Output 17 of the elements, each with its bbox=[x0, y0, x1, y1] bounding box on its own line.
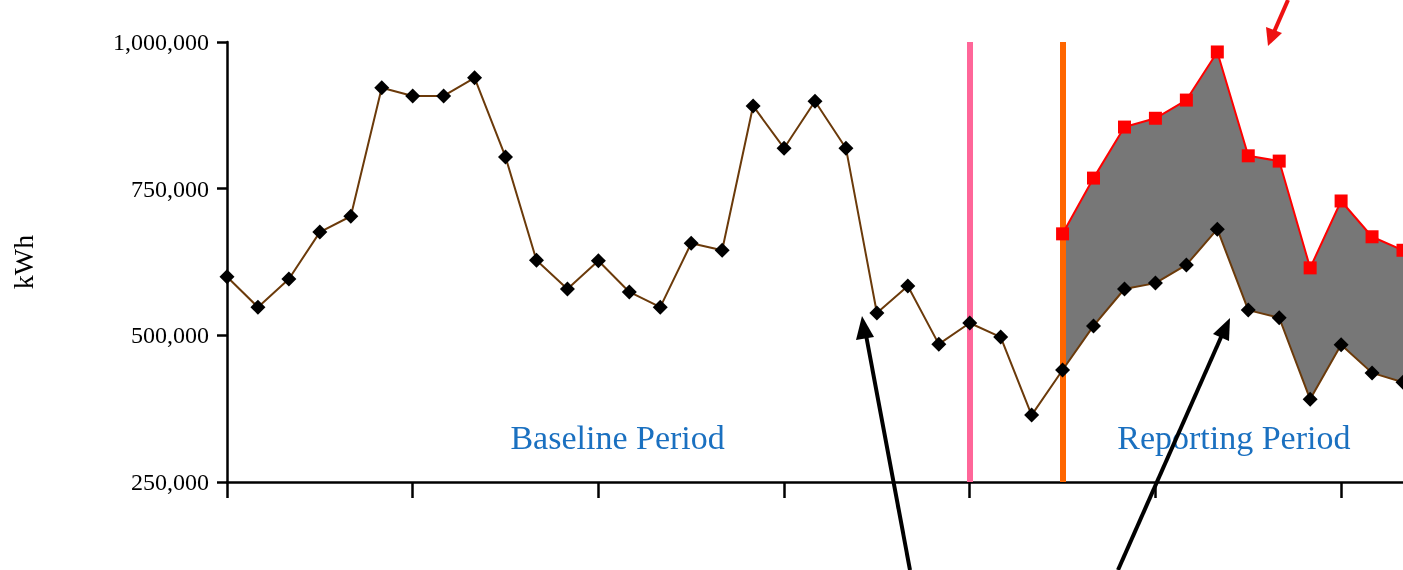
annotation: Baseline Period bbox=[510, 418, 725, 456]
point bbox=[1365, 230, 1379, 244]
point bbox=[1303, 261, 1317, 275]
point bbox=[1056, 227, 1070, 241]
y-tick-label: 500,000 bbox=[131, 322, 209, 349]
y-tick-label: 250,000 bbox=[131, 469, 209, 495]
point bbox=[1334, 194, 1348, 208]
point bbox=[1210, 45, 1224, 59]
point bbox=[1241, 149, 1255, 163]
point bbox=[1272, 154, 1286, 168]
y-axis-title: kWh bbox=[7, 234, 39, 290]
point bbox=[1148, 111, 1162, 125]
point bbox=[1087, 171, 1101, 185]
point bbox=[1117, 120, 1131, 134]
point bbox=[1179, 93, 1193, 107]
y-tick-label: 750,000 bbox=[131, 175, 209, 202]
y-tick-label: 1,000,000 bbox=[113, 29, 209, 55]
